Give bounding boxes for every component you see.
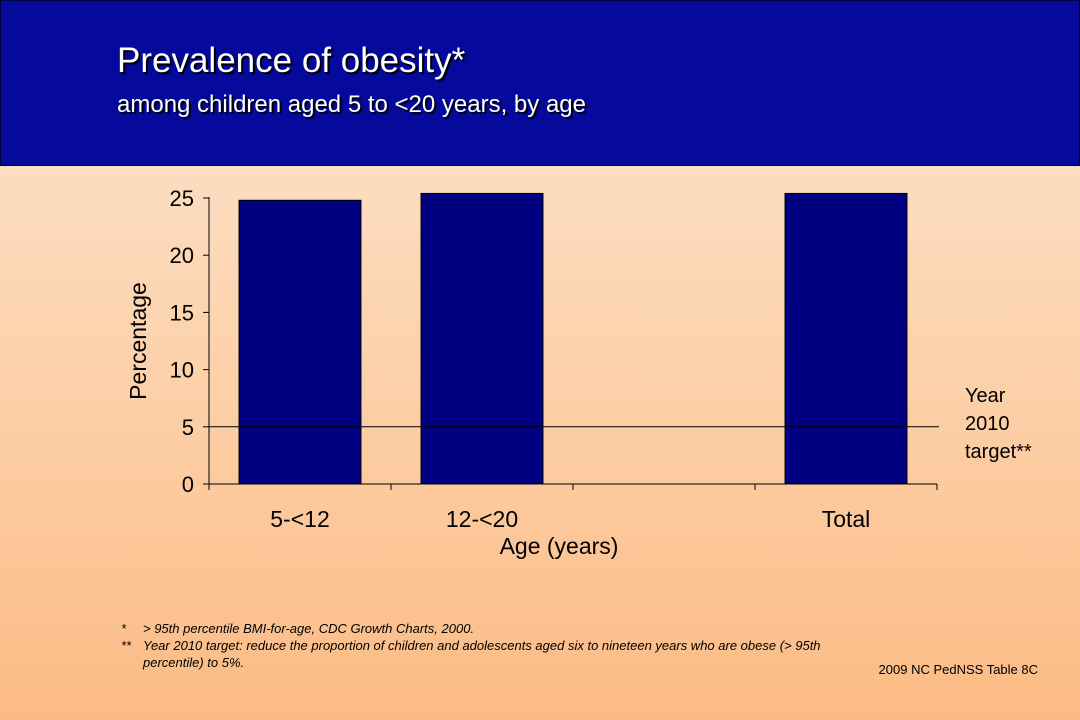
y-axis-title: Percentage: [125, 282, 151, 400]
target-label-line-2: 2010: [965, 413, 1010, 435]
footnote-text: > 95th percentile BMI-for-age, CDC Growt…: [143, 621, 475, 636]
bar: [784, 192, 908, 485]
x-tick-label: Total: [822, 506, 871, 532]
footnote: * > 95th percentile BMI-for-age, CDC Gro…: [121, 620, 881, 637]
footnote-mark: **: [121, 638, 132, 653]
target-line-label: Year 2010 target**: [965, 382, 1065, 466]
x-tick-label: 12-<20: [446, 506, 518, 532]
target-label-line-3: target**: [965, 441, 1032, 463]
y-tick-label: 5: [182, 415, 194, 440]
y-tick-label: 10: [170, 358, 194, 383]
target-label-line-1: Year: [965, 385, 1006, 407]
source-citation: 2009 NC PedNSS Table 8C: [878, 662, 1038, 677]
title-banner: Prevalence of obesity* among children ag…: [0, 0, 1080, 166]
x-axis-title: Age (years): [500, 533, 619, 559]
footnote-mark: *: [121, 621, 127, 636]
bar: [238, 199, 362, 485]
y-tick-label: 0: [182, 472, 194, 497]
footnotes: * > 95th percentile BMI-for-age, CDC Gro…: [121, 620, 881, 671]
y-tick-label: 25: [170, 186, 194, 211]
footnote-text: Year 2010 target: reduce the proportion …: [143, 638, 821, 670]
y-tick-label: 20: [170, 243, 194, 268]
slide-title: Prevalence of obesity*: [117, 41, 466, 80]
x-tick-label: 5-<12: [270, 506, 329, 532]
slide-subtitle: among children aged 5 to <20 years, by a…: [117, 91, 586, 118]
y-tick-label: 15: [170, 300, 194, 325]
bar: [420, 192, 544, 485]
footnote: ** Year 2010 target: reduce the proporti…: [121, 637, 881, 671]
